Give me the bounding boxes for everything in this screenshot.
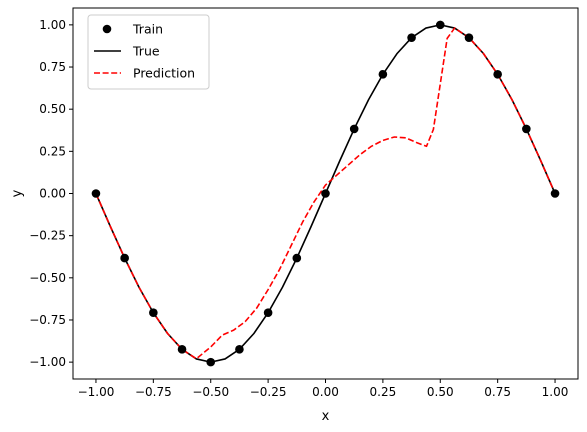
y-axis: −1.00 −0.75 −0.50 −0.25 0.00 0.25 0.50 0.75 1.00 [29,18,73,369]
x-tick-label: −0.25 [250,385,287,399]
y-tick-label: −0.75 [29,313,66,327]
train-point [149,308,158,318]
x-tick-label: 1.00 [542,385,569,399]
train-point [91,189,101,198]
y-tick-label: 0.00 [39,187,66,201]
train-point [378,69,388,79]
train-point [493,69,502,79]
y-tick-label: 0.25 [39,144,66,158]
train-point [235,345,244,354]
legend-label-prediction: Prediction [133,66,195,81]
x-tick-label: −0.75 [135,385,172,399]
legend-label-true: True [132,44,160,59]
x-axis-label: x [322,409,330,424]
x-tick-label: 0.50 [427,385,454,399]
train-point [263,308,273,318]
train-point [120,253,129,263]
y-axis-label: y [10,189,25,197]
legend-marker-train [102,24,112,34]
y-tick-label: −1.00 [29,355,66,369]
prediction-line [95,27,556,360]
x-tick-label: 0.00 [312,385,339,399]
plot-points [91,20,560,367]
y-tick-label: −0.50 [29,271,66,285]
train-point [177,345,187,354]
x-axis: −1.00 −0.75 −0.50 −0.25 0.00 0.25 0.50 0.75 1.00 [78,379,569,399]
train-point [464,33,474,42]
train-point [550,189,560,198]
legend-box [87,14,210,90]
legend-label-train: Train [132,22,163,37]
train-point [292,253,302,263]
train-point [321,189,330,198]
train-point [349,124,359,134]
train-point [407,33,416,42]
x-tick-label: 0.75 [484,385,511,399]
x-tick-label: −0.50 [192,385,229,399]
y-tick-label: −0.25 [29,229,66,243]
y-tick-label: 1.00 [39,18,66,32]
y-tick-label: 0.75 [39,60,66,74]
train-point [435,20,445,30]
legend: Train True Prediction [87,14,210,90]
train-point [206,357,216,367]
y-tick-label: 0.50 [39,102,66,116]
x-tick-label: 0.25 [370,385,397,399]
x-tick-label: −1.00 [78,385,115,399]
train-point [522,124,531,134]
